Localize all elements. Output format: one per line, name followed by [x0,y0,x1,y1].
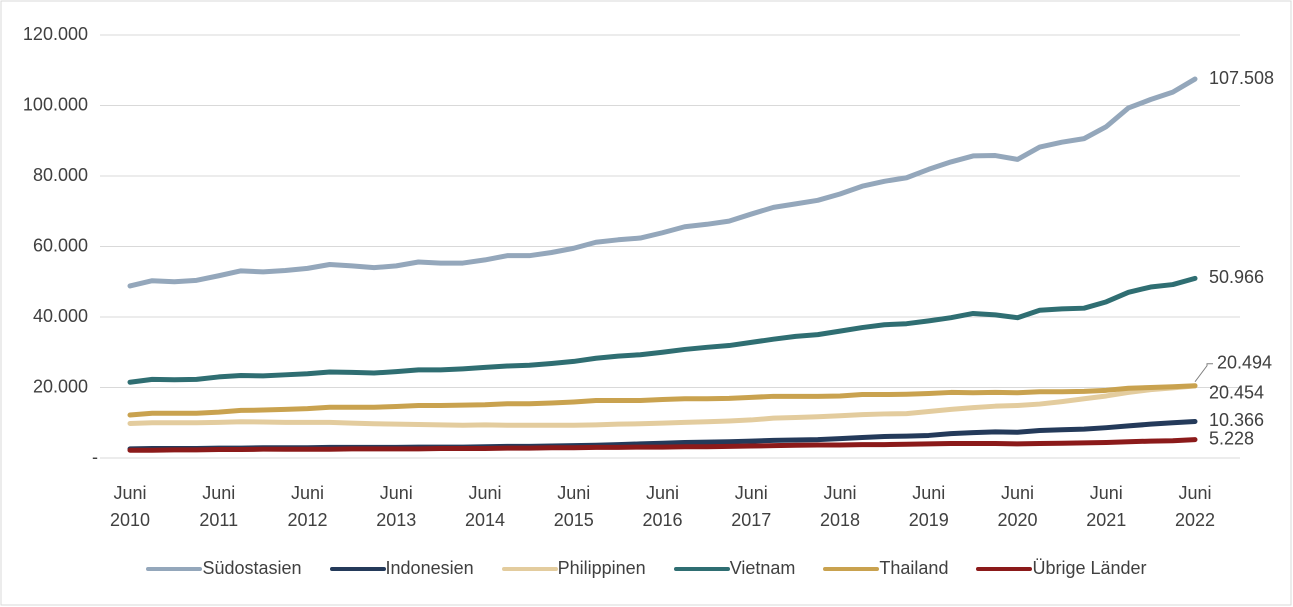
y-tick-label: 60.000 [33,235,88,255]
legend-item: Südostasien [146,558,302,579]
x-tick-label: Juni 2022 [1174,483,1216,530]
legend-label: Indonesien [385,558,474,578]
leader-line [1194,363,1213,383]
data-label: 20.454 [1209,383,1264,403]
y-tick-label: 20.000 [33,376,88,396]
data-label: 107.508 [1209,68,1274,88]
legend: Südostasien Indonesien Philippinen Vietnam T… [0,558,1293,579]
x-tick-label: Juni 2011 [199,483,239,530]
legend-label: Thailand [879,558,949,578]
x-tick-label: Juni 2010 [109,483,151,530]
y-tick-label: 120.000 [23,24,88,44]
series-line [127,437,1198,453]
legend-swatch [823,566,880,571]
data-label: 50.966 [1209,267,1264,287]
legend-label: Übrige Länder [1032,558,1147,578]
legend-item: Vietnam [673,558,796,579]
data-label: 20.494 [1217,353,1272,373]
y-tick-label: 40.000 [33,306,88,326]
legend-label: Philippinen [557,558,646,578]
y-tick-label: 80.000 [33,165,88,185]
series-line [127,76,1198,289]
legend-item: Thailand [823,558,948,579]
x-tick-label: Juni 2019 [908,483,949,530]
legend-swatch [146,566,203,571]
legend-swatch [329,566,386,571]
x-tick-label: Juni 2014 [464,483,506,530]
legend-label: Vietnam [729,558,796,578]
legend-item: Indonesien [329,558,474,579]
x-tick-label: Juni 2016 [642,483,683,530]
legend-item: Philippinen [501,558,646,579]
series-line [127,383,1198,428]
legend-item: Übrige Länder [976,558,1147,579]
legend-label: Südostasien [202,558,302,578]
x-tick-label: Juni 2013 [376,483,417,530]
series-line [127,275,1198,385]
y-tick-label: 100.000 [23,94,88,114]
data-label: 10.366 [1209,410,1264,430]
legend-swatch [501,566,558,571]
legend-swatch [673,566,730,571]
y-tick-label: - [92,447,98,467]
series-line [127,383,1198,418]
x-tick-label: Juni 2021 [1086,483,1127,530]
x-tick-label: Juni 2017 [731,483,772,530]
x-tick-label: Juni 2015 [553,483,594,530]
legend-swatch [976,566,1033,571]
x-tick-label: Juni 2012 [287,483,328,530]
data-label: 5.228 [1209,428,1254,448]
x-tick-label: Juni 2018 [819,483,861,530]
x-tick-label: Juni 2020 [997,483,1038,530]
